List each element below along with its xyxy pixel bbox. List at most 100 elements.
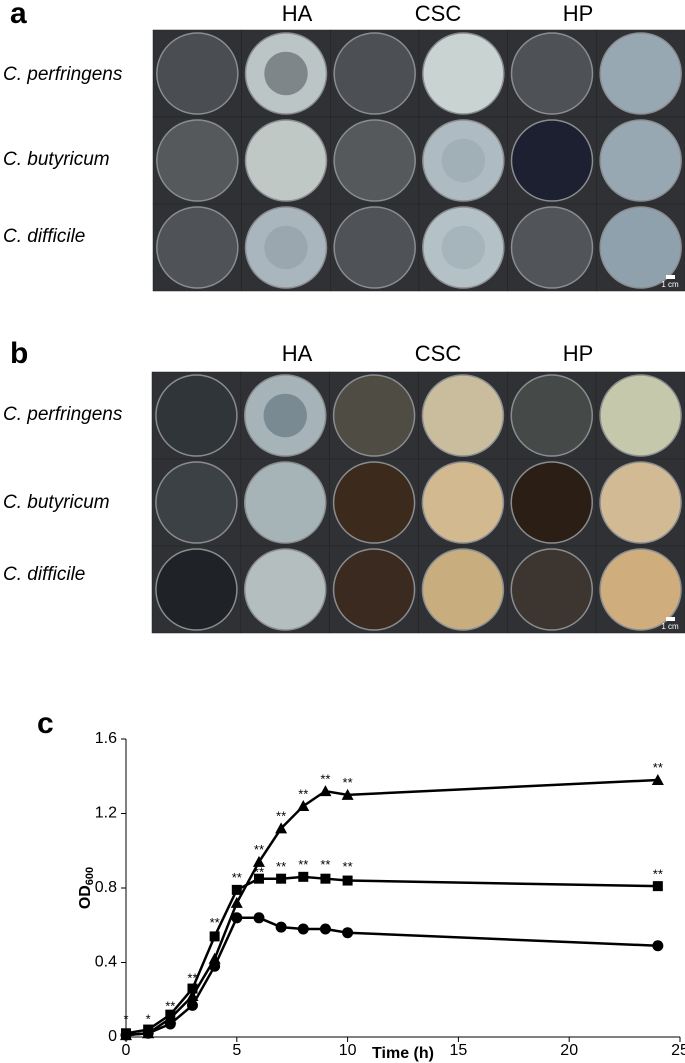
plate xyxy=(155,374,238,457)
y-axis-label-sub: 600 xyxy=(84,867,96,885)
plate xyxy=(421,374,505,457)
plate xyxy=(244,548,327,631)
scale-bar xyxy=(666,275,675,279)
column-header: HA xyxy=(282,341,313,366)
significance-mark: ** xyxy=(343,775,353,790)
marker xyxy=(275,921,287,933)
significance-mark: ** xyxy=(298,857,308,872)
marker xyxy=(652,940,664,952)
x-tick-label: 0 xyxy=(122,1042,131,1059)
panel-label: b xyxy=(10,337,28,370)
plate-center xyxy=(441,225,486,270)
significance-mark: ** xyxy=(653,866,663,881)
significance-mark: ** xyxy=(187,971,197,986)
significance-mark: ** xyxy=(165,999,175,1014)
row-label: C. perfringens xyxy=(3,64,123,85)
plate xyxy=(421,461,505,544)
y-tick-label: 0 xyxy=(108,1028,117,1045)
plate xyxy=(510,374,593,457)
marker xyxy=(276,873,287,884)
marker xyxy=(209,960,221,972)
x-tick-label: 25 xyxy=(671,1042,685,1059)
row-label: C. perfringens xyxy=(3,404,123,425)
panel-label: c xyxy=(37,707,54,740)
series-line xyxy=(125,875,658,1035)
plate xyxy=(510,119,594,202)
plate xyxy=(599,119,682,202)
marker xyxy=(342,927,354,939)
row-label: C. difficile xyxy=(3,226,85,247)
marker xyxy=(164,1018,176,1030)
marker xyxy=(209,931,220,942)
column-header: CSC xyxy=(415,341,462,366)
marker xyxy=(187,983,198,994)
plate xyxy=(244,461,327,544)
column-header: HA xyxy=(282,1,313,26)
plate xyxy=(599,548,682,631)
significance-mark: ** xyxy=(653,760,663,775)
marker xyxy=(319,785,332,797)
x-tick-label: 20 xyxy=(560,1042,578,1059)
marker xyxy=(165,1009,176,1020)
plate xyxy=(421,548,505,631)
plate xyxy=(510,32,594,115)
plate xyxy=(156,32,239,115)
row-label: C. difficile xyxy=(3,564,85,585)
plate xyxy=(332,374,416,457)
marker xyxy=(342,875,353,886)
plate xyxy=(155,461,238,544)
marker xyxy=(297,923,309,935)
marker xyxy=(297,800,310,812)
significance-mark: ** xyxy=(232,870,242,885)
marker xyxy=(320,873,331,884)
y-tick-label: 0.4 xyxy=(95,954,117,971)
plate-center xyxy=(263,393,307,438)
scale-bar xyxy=(666,617,675,621)
scale-bar-label: 1 cm xyxy=(661,280,679,289)
plate xyxy=(333,32,416,115)
plate xyxy=(332,548,416,631)
x-tick-label: 15 xyxy=(450,1042,468,1059)
series-line xyxy=(125,778,658,1037)
marker xyxy=(275,822,288,834)
significance-mark: ** xyxy=(320,771,330,786)
significance-mark: ** xyxy=(298,786,308,801)
marker xyxy=(142,1027,154,1039)
column-header: HP xyxy=(563,341,594,366)
plate xyxy=(333,119,416,202)
series-line xyxy=(125,916,658,1037)
significance-mark: ** xyxy=(320,857,330,872)
x-tick-label: 5 xyxy=(232,1042,241,1059)
marker xyxy=(230,896,243,908)
plate xyxy=(244,119,328,202)
significance-mark: ** xyxy=(232,885,242,900)
plate xyxy=(599,206,682,289)
significance-mark: ** xyxy=(254,865,264,880)
x-tick-label: 10 xyxy=(339,1042,357,1059)
marker xyxy=(252,855,265,867)
plate xyxy=(333,206,416,289)
marker xyxy=(231,912,243,924)
significance-mark: ** xyxy=(254,842,264,857)
column-header: HP xyxy=(563,1,594,26)
plate-center xyxy=(264,225,308,270)
plate xyxy=(599,374,682,457)
significance-mark: * xyxy=(146,1012,151,1027)
plate xyxy=(156,119,239,202)
significance-mark: ** xyxy=(276,809,286,824)
marker xyxy=(186,999,198,1011)
y-tick-label: 0.8 xyxy=(95,879,117,896)
plate xyxy=(599,461,682,544)
marker xyxy=(253,873,264,884)
y-tick-label: 1.6 xyxy=(95,730,117,747)
y-axis-label: OD600 xyxy=(77,867,96,909)
plate-center xyxy=(441,138,486,183)
marker xyxy=(652,881,663,892)
plate xyxy=(510,461,593,544)
marker xyxy=(319,923,331,935)
panel-label: a xyxy=(10,0,27,30)
significance-mark: ** xyxy=(276,859,286,874)
marker xyxy=(253,912,265,924)
